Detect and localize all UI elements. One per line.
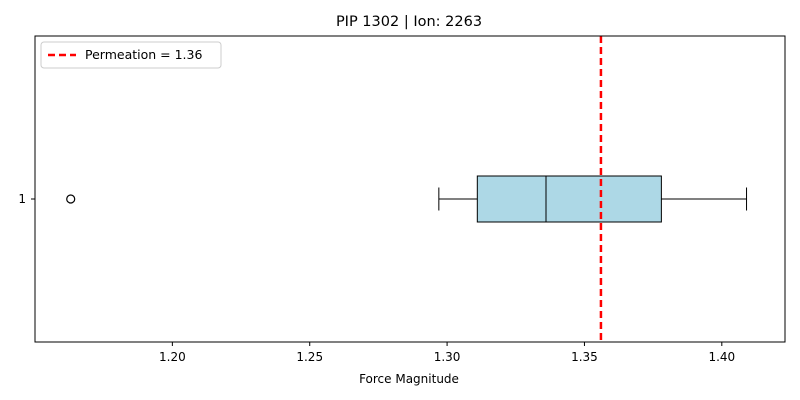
plot-area: 1.20 1.25 1.30 1.35 1.40 1 bbox=[18, 36, 748, 364]
legend: Permeation = 1.36 bbox=[40, 41, 222, 69]
legend-frame bbox=[40, 41, 222, 69]
x-tick-label: 1.20 bbox=[159, 350, 186, 364]
chart-title: PIP 1302 | Ion: 2263 bbox=[336, 14, 482, 30]
x-axis-label: Force Magnitude bbox=[359, 372, 459, 386]
box-iqr bbox=[476, 175, 662, 223]
legend-label: Permeation = 1.36 bbox=[85, 47, 202, 62]
x-tick-label: 1.40 bbox=[708, 350, 735, 364]
y-tick-label: 1 bbox=[18, 192, 26, 206]
x-tick-label: 1.30 bbox=[434, 350, 461, 364]
x-tick-label: 1.25 bbox=[296, 350, 323, 364]
x-tick-label: 1.35 bbox=[571, 350, 598, 364]
outlier-point bbox=[66, 194, 76, 204]
plot-frame bbox=[34, 35, 786, 343]
